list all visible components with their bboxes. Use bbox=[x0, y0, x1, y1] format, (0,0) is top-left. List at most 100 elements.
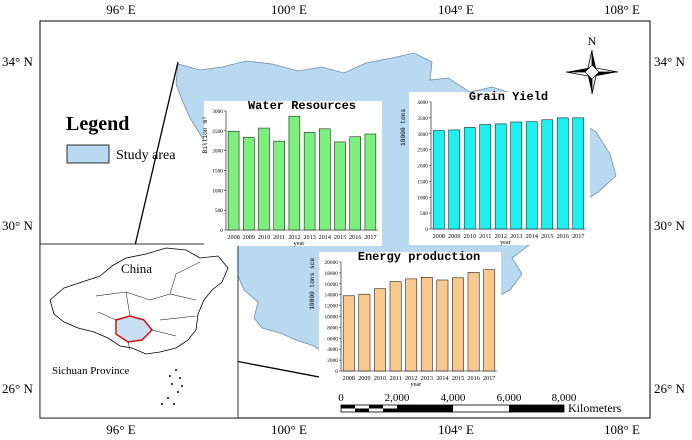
y-tick-label: 20000 bbox=[325, 260, 339, 266]
y-tick-label: 1500 bbox=[212, 169, 223, 175]
lat-label-right: 26° N bbox=[654, 381, 685, 396]
y-tick-label: 3000 bbox=[417, 132, 428, 138]
china-inset-map: China Sichuan Province bbox=[39, 243, 239, 419]
bar bbox=[494, 123, 507, 230]
lon-label-bottom: 100° E bbox=[271, 422, 307, 437]
lon-label-bottom: 104° E bbox=[438, 422, 474, 437]
x-tick-label: 2011 bbox=[273, 234, 285, 241]
y-tick-label: 1500 bbox=[417, 179, 428, 185]
lat-label-right: 30° N bbox=[654, 218, 685, 233]
x-tick-label: 2010 bbox=[464, 233, 476, 240]
lon-label-bottom: 108° E bbox=[604, 422, 640, 437]
legend-swatch bbox=[66, 144, 110, 164]
bar bbox=[452, 277, 464, 372]
y-tick-label: 0 bbox=[425, 227, 428, 233]
x-tick-label: 2009 bbox=[243, 234, 255, 241]
y-tick-label: 0 bbox=[220, 228, 223, 234]
x-tick-label: 2011 bbox=[479, 233, 491, 240]
scale-bar: 0 2,000 4,000 6,000 8,000 Kilometers bbox=[338, 392, 621, 415]
inset-country-label: China bbox=[121, 261, 152, 276]
bar bbox=[448, 129, 461, 230]
scale-tick-label: 6,000 bbox=[497, 392, 522, 404]
x-tick-label: 2009 bbox=[358, 375, 370, 382]
y-tick-label: 2000 bbox=[417, 164, 428, 170]
bar bbox=[510, 121, 523, 230]
bar bbox=[334, 141, 346, 231]
x-tick-label: 2013 bbox=[303, 234, 315, 241]
bar bbox=[303, 132, 316, 231]
bar bbox=[405, 278, 418, 372]
bar bbox=[483, 269, 496, 372]
bar bbox=[319, 128, 331, 231]
x-tick-label: 2016 bbox=[349, 234, 361, 241]
bar bbox=[273, 140, 285, 231]
bar bbox=[572, 117, 585, 230]
lat-label-left: 34° N bbox=[2, 54, 33, 69]
x-axis-label: year bbox=[411, 381, 422, 388]
longitude-labels: 96° E 100° E 104° E 108° E 96° E 100° E … bbox=[106, 2, 640, 437]
scale-tick-label: 0 bbox=[338, 392, 344, 404]
bar bbox=[541, 119, 554, 230]
y-tick-label: 2500 bbox=[212, 129, 223, 135]
lon-label-top: 96° E bbox=[106, 2, 135, 17]
y-tick-label: 500 bbox=[420, 211, 428, 217]
y-tick-label: 3000 bbox=[212, 109, 223, 115]
x-tick-label: 2008 bbox=[343, 375, 355, 382]
x-tick-label: 2010 bbox=[258, 234, 270, 241]
bar bbox=[227, 130, 240, 231]
bar bbox=[342, 295, 355, 372]
y-axis-label: 10000 tons bbox=[400, 109, 407, 146]
x-axis-label: year bbox=[500, 239, 511, 246]
y-tick-label: 10000 bbox=[325, 315, 339, 321]
x-tick-label: 2013 bbox=[421, 375, 433, 382]
chart-title: Water Resources bbox=[248, 99, 356, 113]
chart-title: Grain Yield bbox=[469, 90, 548, 104]
bar bbox=[358, 293, 371, 372]
y-tick-label: 1000 bbox=[212, 188, 223, 194]
bar bbox=[374, 288, 386, 372]
y-tick-label: 6000 bbox=[327, 336, 338, 342]
inset-province-label: Sichuan Province bbox=[52, 365, 129, 377]
x-tick-label: 2016 bbox=[557, 233, 569, 240]
bar bbox=[349, 136, 361, 231]
y-tick-label: 16000 bbox=[325, 282, 339, 288]
x-tick-label: 2017 bbox=[483, 375, 495, 382]
y-tick-label: 3500 bbox=[417, 116, 428, 122]
legend-item-label: Study area bbox=[116, 148, 176, 163]
legend-title: Legend bbox=[66, 113, 129, 135]
province-borders bbox=[95, 261, 201, 351]
x-tick-label: 2013 bbox=[510, 233, 522, 240]
y-tick-label: 18000 bbox=[325, 271, 339, 277]
y-tick-label: 2000 bbox=[327, 358, 338, 364]
y-tick-label: 500 bbox=[215, 208, 223, 214]
scale-tick-label: 4,000 bbox=[441, 392, 466, 404]
bar bbox=[258, 127, 270, 231]
y-tick-label: 2000 bbox=[212, 149, 223, 155]
bar bbox=[436, 279, 449, 372]
bar bbox=[525, 121, 538, 230]
y-axis-label: 10000 tons sce bbox=[309, 258, 316, 310]
x-tick-label: 2016 bbox=[467, 375, 479, 382]
north-label: N bbox=[588, 34, 597, 48]
y-tick-label: 14000 bbox=[325, 293, 339, 299]
lon-label-bottom: 96° E bbox=[106, 422, 135, 437]
x-tick-label: 2009 bbox=[448, 233, 460, 240]
sichuan-highlight bbox=[115, 315, 154, 343]
x-tick-label: 2015 bbox=[541, 233, 553, 240]
y-tick-label: 2500 bbox=[417, 148, 428, 154]
bar bbox=[479, 124, 492, 230]
bar bbox=[556, 117, 569, 230]
water-resources-chart: Water Resources 0 500 1000 1500 2000 2500 3000B… bbox=[202, 99, 382, 247]
y-tick-label: 4000 bbox=[417, 100, 428, 106]
x-tick-label: 2010 bbox=[374, 375, 386, 382]
y-tick-label: 12000 bbox=[325, 304, 339, 310]
bar bbox=[432, 130, 445, 230]
x-tick-label: 2014 bbox=[436, 375, 448, 382]
lon-label-top: 104° E bbox=[438, 2, 474, 17]
lat-label-right: 34° N bbox=[654, 54, 685, 69]
grain-yield-chart: Grain Yield 0 500 1000 1500 2000 2500 3000 3500 4… bbox=[400, 90, 590, 246]
x-tick-label: 2017 bbox=[364, 234, 376, 241]
scale-tick-label: 2,000 bbox=[385, 392, 410, 404]
x-tick-label: 2015 bbox=[334, 234, 346, 241]
bar bbox=[364, 133, 377, 231]
